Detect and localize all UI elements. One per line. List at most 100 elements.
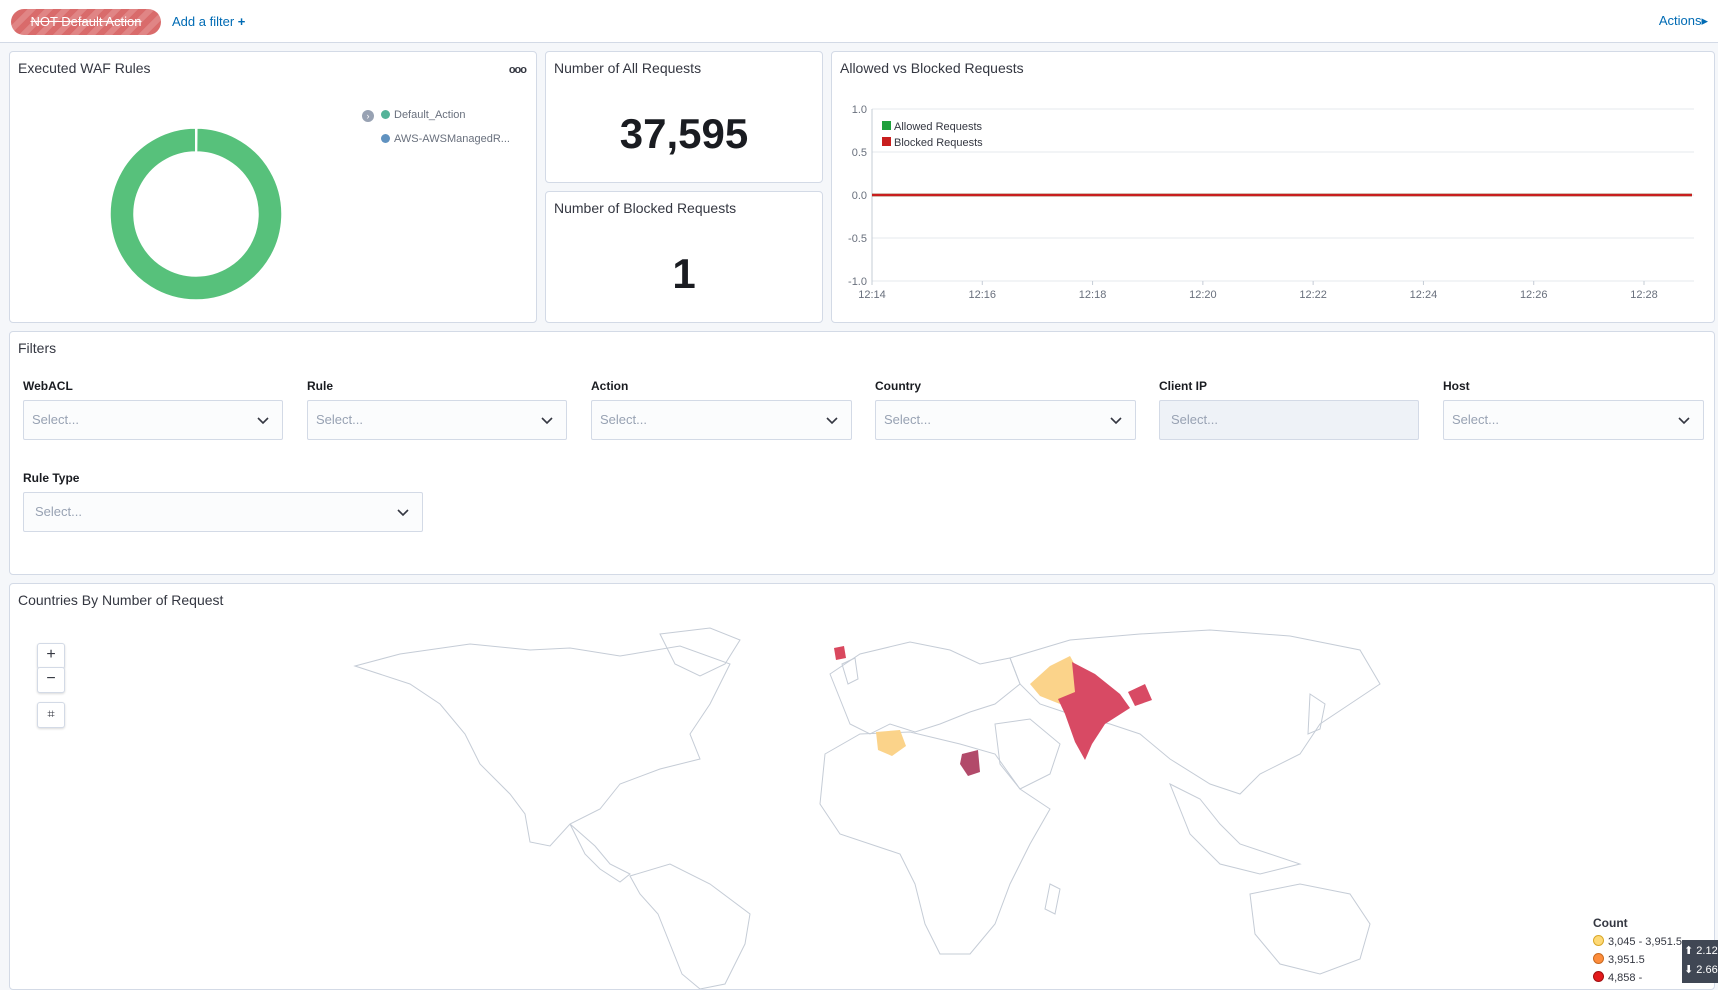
x-tick-label: 12:16 xyxy=(969,289,997,301)
legend-dot-icon xyxy=(1593,935,1604,946)
filters-panel: Filters WebACL Select... Rule Select... … xyxy=(9,331,1715,575)
panel-title: Number of Blocked Requests xyxy=(554,200,737,216)
fit-bounds-button[interactable]: ⌗ xyxy=(37,702,65,728)
panel-title: Filters xyxy=(18,340,57,356)
zoom-out-button[interactable]: − xyxy=(37,667,65,693)
client-ip-select[interactable]: Select... xyxy=(1159,400,1419,440)
select-placeholder: Select... xyxy=(600,412,647,427)
countries-map-panel: Countries By Number of Request xyxy=(9,583,1715,990)
actions-menu-button[interactable]: Actions▸ xyxy=(1659,13,1708,29)
x-tick-label: 12:28 xyxy=(1630,289,1658,301)
rule-type-select[interactable]: Select... xyxy=(23,492,423,532)
australia-outline xyxy=(1249,883,1371,975)
pakistan-region xyxy=(1030,656,1080,704)
north-america-outline xyxy=(353,643,731,847)
india-region xyxy=(1058,662,1130,760)
europe-outline xyxy=(829,641,1021,735)
y-tick-label: -0.5 xyxy=(848,233,867,245)
legend-range: 3,951.5 xyxy=(1608,954,1645,966)
legend-series-label[interactable]: Blocked Requests xyxy=(894,137,983,149)
x-tick-label: 12:20 xyxy=(1189,289,1217,301)
select-placeholder: Select... xyxy=(1452,412,1499,427)
legend-item-default-action[interactable]: Default_Action xyxy=(381,109,466,121)
legend-swatch xyxy=(882,121,891,130)
country-select[interactable]: Select... xyxy=(875,400,1136,440)
map-legend: Count 3,045 - 3,951.5 3,951.5 4,858 - xyxy=(1585,910,1685,984)
legend-toggle-icon[interactable]: › xyxy=(362,110,374,122)
south-america-outline xyxy=(629,863,751,989)
add-filter-link[interactable]: Add a filter + xyxy=(172,14,245,29)
legend-series-label[interactable]: Allowed Requests xyxy=(894,121,983,133)
all-requests-panel: Number of All Requests 37,595 xyxy=(545,51,823,183)
donut-chart xyxy=(109,127,283,301)
host-select[interactable]: Select... xyxy=(1443,400,1704,440)
legend-range: 4,858 - xyxy=(1608,972,1643,984)
add-filter-label: Add a filter xyxy=(172,14,235,29)
japan-outline xyxy=(1307,693,1326,735)
select-placeholder: Select... xyxy=(35,504,82,519)
chevron-down-icon xyxy=(1110,417,1122,425)
caret-right-icon: ▸ xyxy=(1701,13,1708,28)
y-tick-label: -1.0 xyxy=(848,276,867,288)
filter-bar: NOT Default Action Add a filter + Action… xyxy=(0,0,1718,43)
client-ip-label: Client IP xyxy=(1159,379,1208,393)
host-label: Host xyxy=(1443,379,1470,393)
x-tick-label: 12:18 xyxy=(1079,289,1107,301)
greenland-outline xyxy=(659,627,741,677)
y-tick-label: 0.0 xyxy=(852,190,867,202)
webacl-label: WebACL xyxy=(23,379,73,393)
chevron-down-icon xyxy=(541,417,553,425)
panel-title: Executed WAF Rules xyxy=(18,60,151,76)
legend-title: Count xyxy=(1593,916,1628,930)
southeast-asia-outline xyxy=(1169,782,1302,875)
network-speed-overlay: ⬆ 2.12 K ⬇ 2.66 K xyxy=(1682,940,1718,983)
legend-range: 3,045 - 3,951.5 xyxy=(1608,936,1683,948)
panel-title: Number of All Requests xyxy=(554,60,702,76)
metric-value: 37,595 xyxy=(619,110,749,157)
legend-item-aws-managed[interactable]: AWS-AWSManagedR... xyxy=(381,133,510,145)
select-placeholder: Select... xyxy=(1171,412,1218,427)
donut-slice-1[interactable] xyxy=(194,127,198,153)
y-tick-label: 0.5 xyxy=(852,147,867,159)
legend-dot-icon xyxy=(381,110,390,119)
waf-rules-panel: Executed WAF Rules ooo › Default_Action … xyxy=(9,51,537,323)
legend-dot-icon xyxy=(1593,953,1604,964)
line-chart: 1.0 0.5 0.0 -0.5 -1.012:14 12:16 12:18 12:20 12:… xyxy=(848,104,1694,301)
chevron-down-icon xyxy=(397,509,409,517)
allowed-vs-blocked-panel: Allowed vs Blocked Requests 1.0 0.5 0.0 -0.… xyxy=(831,51,1715,323)
legend-label: Default_Action xyxy=(394,109,466,121)
legend-dot-icon xyxy=(381,134,390,143)
donut-slice-0[interactable] xyxy=(109,127,283,301)
upload-speed: 2.12 K xyxy=(1696,945,1718,957)
arabia-outline xyxy=(994,718,1061,790)
plus-icon: + xyxy=(237,14,246,29)
legend-row: 3,951.5 xyxy=(1593,953,1645,966)
country-label: Country xyxy=(875,379,921,393)
panel-options-icon[interactable]: ooo xyxy=(508,64,527,76)
africa-outline xyxy=(819,731,1051,955)
rule-label: Rule xyxy=(307,379,334,393)
webacl-select[interactable]: Select... xyxy=(23,400,283,440)
select-placeholder: Select... xyxy=(884,412,931,427)
chevron-down-icon xyxy=(1678,417,1690,425)
rule-select[interactable]: Select... xyxy=(307,400,567,440)
crop-icon: ⌗ xyxy=(47,706,55,721)
chevron-down-icon xyxy=(257,417,269,425)
actions-label: Actions xyxy=(1658,13,1702,28)
zoom-in-button[interactable]: + xyxy=(37,643,65,669)
upload-row: ⬆ 2.12 K xyxy=(1684,944,1718,957)
action-select[interactable]: Select... xyxy=(591,400,852,440)
action-label: Action xyxy=(591,379,629,393)
x-tick-label: 12:26 xyxy=(1520,289,1548,301)
chevron-down-icon xyxy=(826,417,838,425)
nigeria-region xyxy=(876,730,906,756)
panel-title: Countries By Number of Request xyxy=(18,592,224,608)
world-map[interactable] xyxy=(10,584,1714,989)
arrow-up-icon: ⬆ xyxy=(1684,945,1694,957)
central-america-outline xyxy=(569,823,631,883)
negated-filter-pill[interactable]: NOT Default Action xyxy=(11,9,161,35)
select-placeholder: Select... xyxy=(316,412,363,427)
arrow-down-icon: ⬇ xyxy=(1684,964,1694,976)
legend-swatch xyxy=(882,137,891,146)
legend-row: 4,858 - xyxy=(1593,971,1642,984)
